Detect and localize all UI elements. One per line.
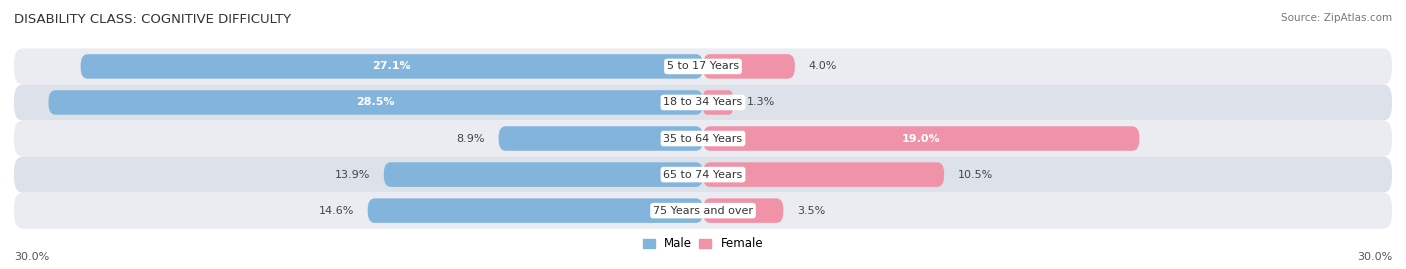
- Text: 5 to 17 Years: 5 to 17 Years: [666, 61, 740, 72]
- Text: 27.1%: 27.1%: [373, 61, 411, 72]
- Text: 19.0%: 19.0%: [901, 133, 941, 144]
- FancyBboxPatch shape: [48, 90, 703, 115]
- Legend: Male, Female: Male, Female: [638, 233, 768, 255]
- FancyBboxPatch shape: [14, 193, 1392, 229]
- Text: DISABILITY CLASS: COGNITIVE DIFFICULTY: DISABILITY CLASS: COGNITIVE DIFFICULTY: [14, 13, 291, 26]
- Text: Source: ZipAtlas.com: Source: ZipAtlas.com: [1281, 13, 1392, 23]
- Text: 13.9%: 13.9%: [335, 169, 370, 180]
- FancyBboxPatch shape: [14, 84, 1392, 121]
- Text: 30.0%: 30.0%: [14, 252, 49, 262]
- Text: 3.5%: 3.5%: [797, 206, 825, 216]
- FancyBboxPatch shape: [703, 126, 1139, 151]
- Text: 75 Years and over: 75 Years and over: [652, 206, 754, 216]
- FancyBboxPatch shape: [14, 157, 1392, 193]
- FancyBboxPatch shape: [703, 90, 733, 115]
- Text: 8.9%: 8.9%: [457, 133, 485, 144]
- FancyBboxPatch shape: [703, 162, 945, 187]
- FancyBboxPatch shape: [384, 162, 703, 187]
- FancyBboxPatch shape: [499, 126, 703, 151]
- Text: 4.0%: 4.0%: [808, 61, 837, 72]
- Text: 30.0%: 30.0%: [1357, 252, 1392, 262]
- FancyBboxPatch shape: [703, 54, 794, 79]
- Text: 1.3%: 1.3%: [747, 97, 775, 108]
- FancyBboxPatch shape: [703, 198, 783, 223]
- Text: 18 to 34 Years: 18 to 34 Years: [664, 97, 742, 108]
- Text: 28.5%: 28.5%: [357, 97, 395, 108]
- Text: 10.5%: 10.5%: [957, 169, 993, 180]
- Text: 65 to 74 Years: 65 to 74 Years: [664, 169, 742, 180]
- Text: 14.6%: 14.6%: [319, 206, 354, 216]
- FancyBboxPatch shape: [14, 48, 1392, 84]
- FancyBboxPatch shape: [14, 121, 1392, 157]
- FancyBboxPatch shape: [80, 54, 703, 79]
- Text: 35 to 64 Years: 35 to 64 Years: [664, 133, 742, 144]
- FancyBboxPatch shape: [368, 198, 703, 223]
